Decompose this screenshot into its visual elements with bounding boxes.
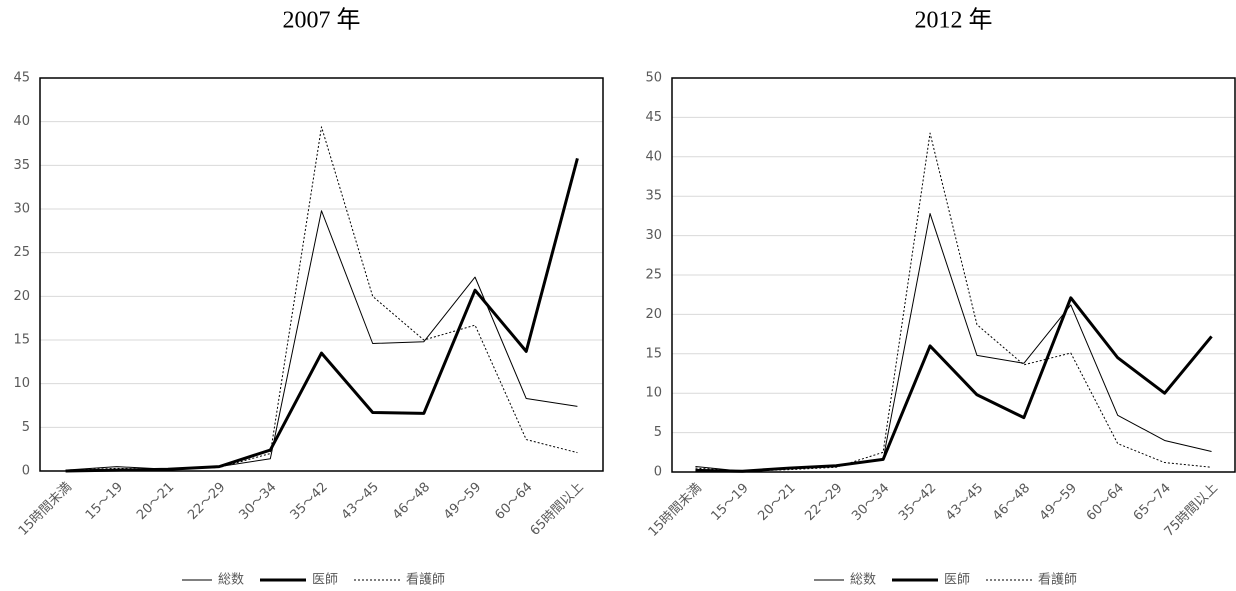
x-tick-label: 22～29	[802, 481, 845, 524]
y-tick-label: 5	[22, 420, 30, 435]
series-line	[695, 132, 1212, 472]
y-tick-label: 20	[13, 289, 30, 304]
x-tick-label: 46～48	[390, 480, 433, 523]
y-tick-label: 5	[654, 425, 662, 440]
plot-frame	[671, 77, 1236, 473]
x-tick-label: 35～42	[896, 481, 939, 524]
chart-title: 2007 年	[283, 7, 361, 34]
y-tick-label: 0	[654, 465, 662, 480]
x-tick-label: 20～21	[755, 481, 798, 524]
x-tick-label: 22～29	[185, 480, 228, 523]
x-tick-label: 49～59	[1037, 481, 1080, 524]
legend-label: 総数	[218, 573, 244, 588]
x-tick-label: 15時間未満	[16, 480, 75, 539]
x-tick-label: 46～48	[990, 481, 1033, 524]
y-tick-label: 30	[645, 228, 662, 243]
y-tick-label: 15	[645, 346, 662, 361]
legend-label: 総数	[850, 573, 876, 588]
y-tick-label: 40	[645, 149, 662, 164]
y-tick-label: 35	[645, 189, 662, 204]
x-tick-label: 15時間未満	[646, 481, 705, 540]
series-line	[65, 126, 578, 471]
x-tick-label: 65～74	[1131, 481, 1174, 524]
y-tick-label: 25	[13, 245, 30, 260]
y-tick-label: 50	[645, 71, 662, 86]
legend-label: 看護師	[1038, 572, 1077, 588]
x-tick-label: 43～45	[339, 480, 382, 523]
y-tick-label: 15	[13, 333, 30, 348]
y-tick-label: 25	[645, 268, 662, 283]
x-tick-label: 30～34	[236, 480, 279, 523]
chart-title: 2012 年	[915, 7, 993, 34]
series-line	[65, 157, 579, 473]
y-tick-label: 30	[13, 202, 30, 217]
y-tick-label: 10	[13, 376, 30, 391]
x-tick-label: 49～59	[441, 480, 484, 523]
y-tick-label: 45	[13, 71, 30, 86]
x-tick-label: 30～34	[849, 481, 892, 524]
y-tick-label: 20	[645, 307, 662, 322]
legend-label: 医師	[312, 573, 338, 588]
y-tick-label: 10	[645, 386, 662, 401]
x-tick-label: 35～42	[288, 480, 331, 523]
series-line	[695, 296, 1213, 473]
x-tick-label: 20～21	[134, 480, 177, 523]
x-tick-label: 60～64	[1084, 481, 1127, 524]
legend-label: 看護師	[406, 572, 445, 588]
x-tick-label: 43～45	[943, 481, 986, 524]
y-tick-label: 40	[13, 114, 30, 129]
y-tick-label: 45	[645, 110, 662, 125]
x-tick-label: 60～64	[492, 480, 535, 523]
x-tick-label: 65時間以上	[528, 480, 587, 539]
legend-label: 医師	[944, 573, 970, 588]
plot-frame	[39, 77, 604, 472]
x-tick-label: 15～19	[83, 480, 126, 523]
x-tick-label: 15～19	[708, 481, 751, 524]
y-tick-label: 0	[22, 464, 30, 479]
y-tick-label: 35	[13, 158, 30, 173]
